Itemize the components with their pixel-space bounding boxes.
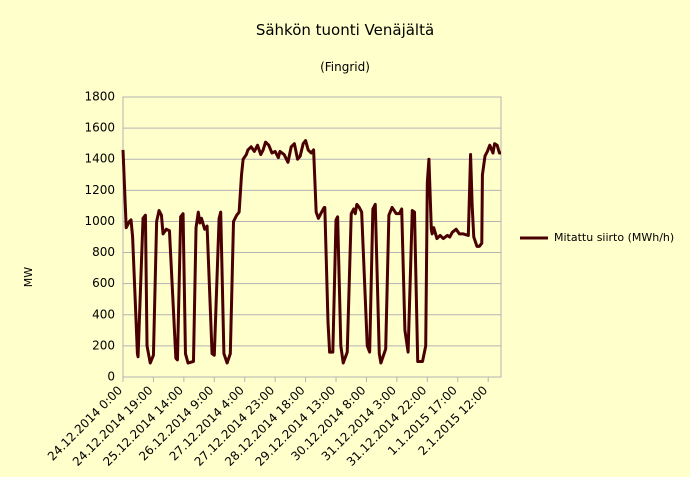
y-tick-label: 200 <box>92 338 115 352</box>
chart-title: Sähkön tuonti Venäjältä <box>256 21 434 39</box>
y-tick-label: 1600 <box>84 121 115 135</box>
y-tick-label: 1200 <box>84 183 115 197</box>
y-tick-label: 1400 <box>84 152 115 166</box>
data-line <box>121 139 501 365</box>
chart-subtitle: (Fingrid) <box>320 60 370 74</box>
y-tick-label: 600 <box>92 276 115 290</box>
y-tick-label: 1000 <box>84 214 115 228</box>
legend-label: Mitattu siirto (MWh/h) <box>554 231 674 244</box>
y-tick-label: 400 <box>92 307 115 321</box>
y-axis-label: MW <box>22 267 35 287</box>
y-tick-label: 800 <box>92 245 115 259</box>
y-tick-label: 1800 <box>84 90 115 104</box>
y-tick-label: 0 <box>107 370 115 384</box>
